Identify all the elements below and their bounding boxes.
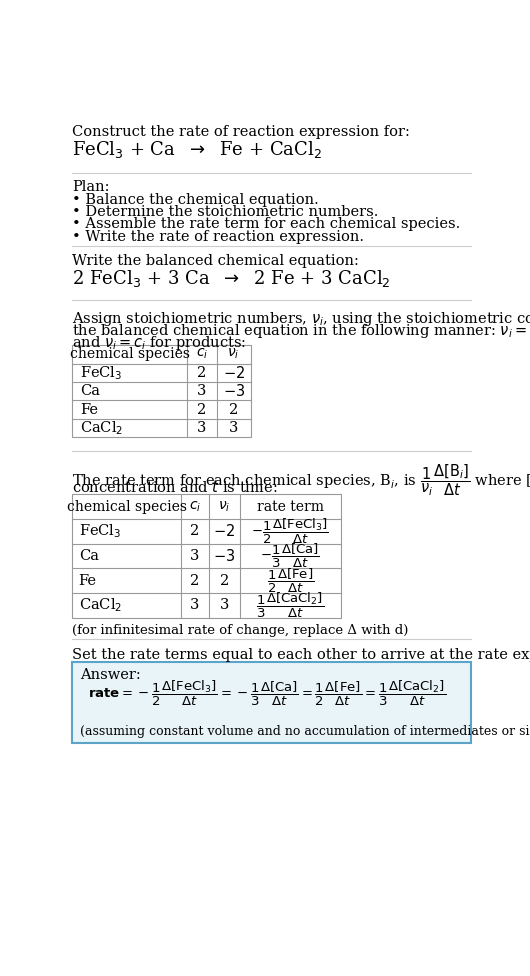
Text: Fe: Fe: [80, 403, 98, 417]
Text: (for infinitesimal rate of change, replace Δ with d): (for infinitesimal rate of change, repla…: [73, 624, 409, 636]
Text: Fe: Fe: [78, 574, 96, 588]
Text: • Determine the stoichiometric numbers.: • Determine the stoichiometric numbers.: [73, 205, 379, 219]
Text: 3: 3: [190, 598, 200, 612]
Text: • Balance the chemical equation.: • Balance the chemical equation.: [73, 192, 319, 207]
Text: chemical species: chemical species: [67, 500, 187, 513]
Text: $\nu_i$: $\nu_i$: [218, 500, 231, 514]
Text: $c_i$: $c_i$: [189, 500, 201, 514]
Text: $-2$: $-2$: [223, 365, 245, 381]
Text: 2: 2: [197, 403, 207, 417]
Text: CaCl$_2$: CaCl$_2$: [78, 596, 122, 614]
Text: Assign stoichiometric numbers, $\nu_i$, using the stoichiometric coefficients, $: Assign stoichiometric numbers, $\nu_i$, …: [73, 309, 530, 328]
Text: The rate term for each chemical species, B$_i$, is $\dfrac{1}{\nu_i}\dfrac{\Delt: The rate term for each chemical species,…: [73, 462, 530, 498]
Text: Construct the rate of reaction expression for:: Construct the rate of reaction expressio…: [73, 125, 410, 139]
Text: $\dfrac{1}{2}\dfrac{\Delta[\mathrm{Fe}]}{\Delta t}$: $\dfrac{1}{2}\dfrac{\Delta[\mathrm{Fe}]}…: [267, 567, 314, 594]
Text: $\nu_i$: $\nu_i$: [227, 347, 240, 361]
Text: Answer:: Answer:: [80, 669, 141, 682]
Text: $\dfrac{1}{3}\dfrac{\Delta[\mathrm{CaCl_2}]}{\Delta t}$: $\dfrac{1}{3}\dfrac{\Delta[\mathrm{CaCl_…: [256, 590, 324, 620]
Text: 3: 3: [219, 598, 229, 612]
Text: Write the balanced chemical equation:: Write the balanced chemical equation:: [73, 254, 359, 268]
Text: • Assemble the rate term for each chemical species.: • Assemble the rate term for each chemic…: [73, 218, 461, 231]
Text: $-\dfrac{1}{2}\dfrac{\Delta[\mathrm{FeCl_3}]}{\Delta t}$: $-\dfrac{1}{2}\dfrac{\Delta[\mathrm{FeCl…: [251, 516, 329, 546]
Text: the balanced chemical equation in the following manner: $\nu_i = -c_i$ for react: the balanced chemical equation in the fo…: [73, 322, 530, 340]
Text: 2: 2: [190, 574, 199, 588]
Text: $c_i$: $c_i$: [196, 347, 208, 361]
Text: chemical species: chemical species: [70, 347, 190, 361]
Text: 2: 2: [197, 366, 207, 380]
FancyBboxPatch shape: [73, 663, 471, 743]
Text: 3: 3: [197, 422, 207, 435]
Text: concentration and $t$ is time:: concentration and $t$ is time:: [73, 479, 278, 495]
Bar: [73, 346, 251, 437]
Text: CaCl$_2$: CaCl$_2$: [80, 420, 123, 437]
Text: 2 FeCl$_3$ + 3 Ca  $\rightarrow$  2 Fe + 3 CaCl$_2$: 2 FeCl$_3$ + 3 Ca $\rightarrow$ 2 Fe + 3…: [73, 268, 391, 289]
Text: • Write the rate of reaction expression.: • Write the rate of reaction expression.: [73, 229, 365, 244]
Text: Set the rate terms equal to each other to arrive at the rate expression:: Set the rate terms equal to each other t…: [73, 648, 530, 663]
Text: $-2$: $-2$: [213, 523, 235, 540]
Text: rate term: rate term: [257, 500, 324, 513]
Text: 2: 2: [229, 403, 239, 417]
Text: $-\dfrac{1}{3}\dfrac{\Delta[\mathrm{Ca}]}{\Delta t}$: $-\dfrac{1}{3}\dfrac{\Delta[\mathrm{Ca}]…: [260, 542, 320, 570]
Text: $-3$: $-3$: [223, 384, 245, 399]
Text: $-3$: $-3$: [213, 548, 235, 564]
Text: Ca: Ca: [78, 549, 99, 563]
Text: FeCl$_3$: FeCl$_3$: [80, 364, 122, 382]
Text: Plan:: Plan:: [73, 181, 110, 194]
Text: 2: 2: [220, 574, 229, 588]
Text: 3: 3: [197, 385, 207, 398]
Text: and $\nu_i = c_i$ for products:: and $\nu_i = c_i$ for products:: [73, 334, 247, 352]
Text: FeCl$_3$ + Ca  $\rightarrow$  Fe + CaCl$_2$: FeCl$_3$ + Ca $\rightarrow$ Fe + CaCl$_2…: [73, 139, 322, 160]
Text: FeCl$_3$: FeCl$_3$: [78, 522, 121, 541]
Text: 3: 3: [229, 422, 239, 435]
Text: (assuming constant volume and no accumulation of intermediates or side products): (assuming constant volume and no accumul…: [80, 725, 530, 739]
Text: Ca: Ca: [80, 385, 100, 398]
Bar: [73, 495, 341, 618]
Text: 3: 3: [190, 549, 200, 563]
Text: 2: 2: [190, 524, 199, 539]
Text: $\mathbf{rate} = -\dfrac{1}{2}\dfrac{\Delta[\mathrm{FeCl_3}]}{\Delta t} = -\dfra: $\mathbf{rate} = -\dfrac{1}{2}\dfrac{\De…: [88, 678, 446, 708]
